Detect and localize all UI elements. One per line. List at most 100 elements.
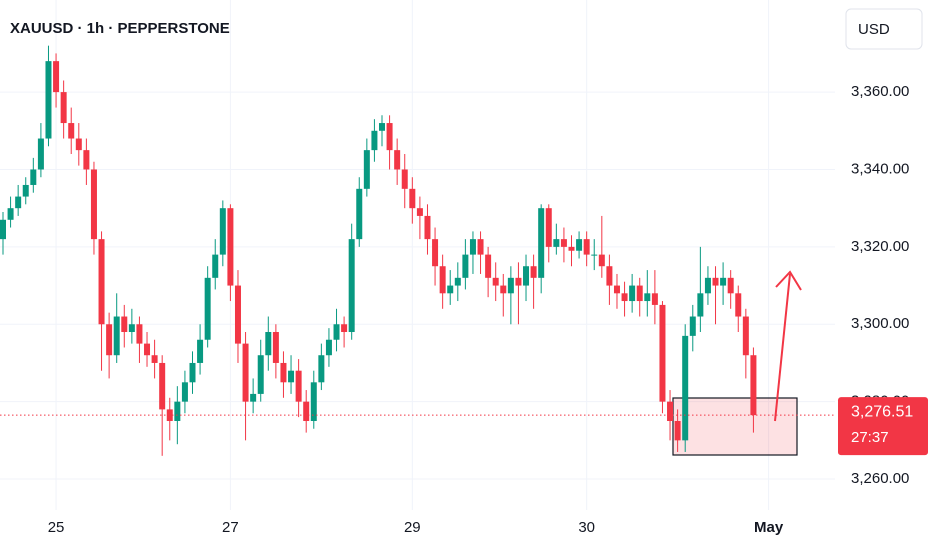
candle-body xyxy=(742,316,749,356)
candle-body xyxy=(394,150,401,170)
highlight-zone xyxy=(672,397,798,456)
candle-body xyxy=(272,332,279,363)
x-tick-label: 27 xyxy=(222,519,239,536)
candle-body xyxy=(720,277,727,286)
candle-body xyxy=(515,277,522,286)
candle-body xyxy=(341,324,348,333)
candle-body xyxy=(667,401,674,422)
y-tick-label: 3,340.00 xyxy=(851,160,909,177)
arrow-head xyxy=(775,270,802,291)
candle-body xyxy=(712,277,719,286)
candle-body xyxy=(523,266,530,286)
candle-body xyxy=(227,208,234,286)
candle-body xyxy=(83,150,90,170)
candle-body xyxy=(174,401,181,422)
candle-body xyxy=(181,382,188,402)
candle-body xyxy=(68,123,75,139)
candle-body xyxy=(15,196,22,209)
candle-body xyxy=(689,316,696,336)
candle-body xyxy=(356,188,363,240)
candle-body xyxy=(682,335,689,441)
candle-body xyxy=(219,208,226,255)
candle-body xyxy=(424,215,431,240)
candle-body xyxy=(30,169,37,185)
candle-body xyxy=(576,239,583,251)
candle-body xyxy=(197,339,204,363)
candle-body xyxy=(45,61,52,139)
candle-body xyxy=(242,343,249,402)
candle-body xyxy=(363,150,370,189)
y-tick-label: 3,260.00 xyxy=(851,470,909,487)
y-tick-label: 3,300.00 xyxy=(851,315,909,332)
candle-body xyxy=(386,123,393,151)
candle-body xyxy=(704,277,711,294)
candle-body xyxy=(553,239,560,247)
x-tick-label: 25 xyxy=(48,519,65,536)
candle-body xyxy=(234,285,241,344)
price-tag-countdown: 27:37 xyxy=(851,429,889,446)
candle-body xyxy=(22,184,29,197)
candle-body xyxy=(121,316,128,333)
candle-body xyxy=(613,285,620,294)
x-tick-label: 30 xyxy=(578,519,595,536)
candle-body xyxy=(750,355,757,416)
candle-body xyxy=(591,254,598,256)
candle-body xyxy=(636,285,643,302)
candle-body xyxy=(659,304,666,402)
candle-body xyxy=(621,293,628,302)
candle-body xyxy=(60,92,67,124)
price-tag xyxy=(838,397,928,456)
candle-body xyxy=(560,239,567,247)
candle-body xyxy=(75,138,82,151)
currency-button[interactable] xyxy=(845,8,923,50)
candle-body xyxy=(288,370,295,383)
price-tag-value: 3,276.51 xyxy=(851,403,913,420)
candle-body xyxy=(409,188,416,209)
candle-body xyxy=(295,370,302,402)
candle-body xyxy=(106,324,113,356)
candle-body xyxy=(545,208,552,247)
currency-label[interactable]: USD xyxy=(858,21,890,38)
candle-body xyxy=(37,138,44,170)
x-tick-label: 29 xyxy=(404,519,421,536)
candle-body xyxy=(500,285,507,294)
candle-body xyxy=(447,285,454,294)
candle-body xyxy=(651,293,658,305)
candle-body xyxy=(568,246,575,251)
candle-body xyxy=(113,316,120,356)
candle-body xyxy=(151,355,158,363)
candle-body xyxy=(348,239,355,333)
candle-body xyxy=(189,362,196,383)
candle-body xyxy=(530,266,537,278)
candle-body xyxy=(439,266,446,294)
candle-body xyxy=(644,293,651,302)
forecast-arrow xyxy=(774,270,802,422)
candle-body xyxy=(90,169,97,240)
candle-body xyxy=(325,339,332,356)
candle-body xyxy=(735,293,742,317)
candle-body xyxy=(265,332,272,356)
y-tick-label: 3,360.00 xyxy=(851,83,909,100)
candle-body xyxy=(204,277,211,340)
arrow-shaft xyxy=(774,273,791,422)
candle-body xyxy=(379,123,385,131)
candle-body xyxy=(0,219,6,240)
candle-body xyxy=(280,362,287,383)
candle-body xyxy=(507,277,514,294)
candle-body xyxy=(401,169,408,189)
candle-body xyxy=(257,355,264,394)
candle-body xyxy=(250,393,257,402)
candle-body xyxy=(159,362,166,410)
candle-body xyxy=(697,293,704,317)
candle-body xyxy=(454,277,461,286)
candle-body xyxy=(310,382,317,422)
candle-body xyxy=(629,285,636,302)
y-tick-label: 3,320.00 xyxy=(851,238,909,255)
candle-body xyxy=(128,324,135,333)
candle-body xyxy=(469,239,476,255)
candle-body xyxy=(53,61,60,93)
candle-body xyxy=(477,239,484,255)
candle-body xyxy=(303,401,310,422)
candle-body xyxy=(212,254,219,278)
